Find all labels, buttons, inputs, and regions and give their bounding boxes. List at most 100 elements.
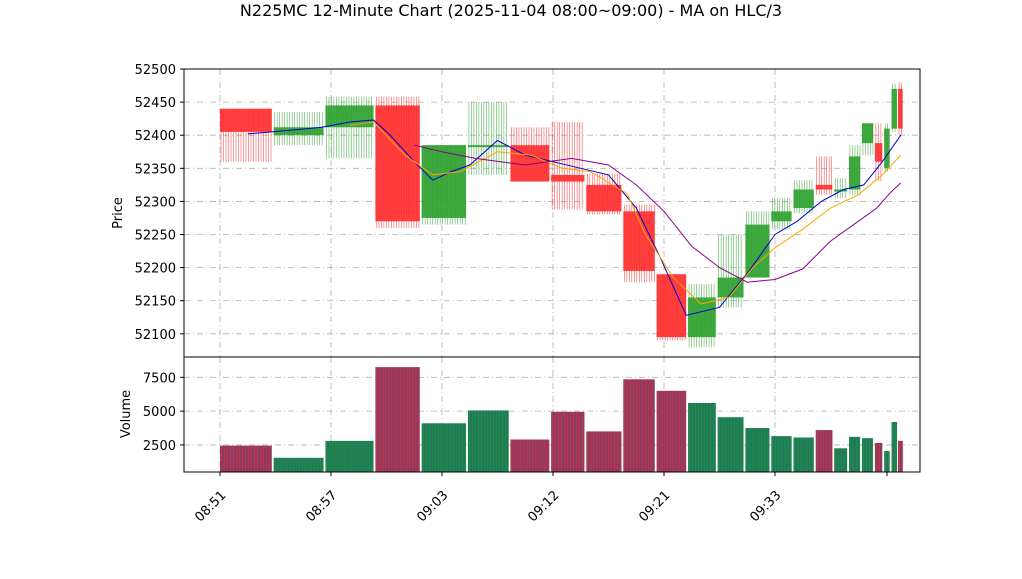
volume-bar-fill xyxy=(849,436,861,472)
volume-bar-fill xyxy=(834,448,848,472)
volume-bar-fill xyxy=(884,451,890,472)
price-panel: 52100 52150 52200 52250 52300 52350 52400 52450… xyxy=(135,63,921,358)
volume-tick-label: 7500 xyxy=(143,371,176,386)
candle xyxy=(551,121,585,210)
candle-body xyxy=(815,184,833,190)
x-tick-label: 09:03 xyxy=(414,488,451,525)
volume-bar-fill xyxy=(717,417,744,472)
candle xyxy=(898,82,903,136)
candle xyxy=(874,123,883,182)
volume-panel-frame xyxy=(183,356,921,473)
candle xyxy=(815,156,833,195)
candle xyxy=(884,123,890,172)
volume-bar-fill xyxy=(891,421,898,472)
price-tick-label: 52350 xyxy=(135,162,176,177)
candle-body xyxy=(849,156,861,190)
volume-bar xyxy=(771,436,792,472)
candle-body xyxy=(891,88,898,129)
volume-bar xyxy=(874,442,883,472)
candle-body xyxy=(467,145,509,148)
volume-bar xyxy=(551,411,585,472)
x-tick-label: 08:51 xyxy=(192,488,229,525)
volume-bar xyxy=(467,410,509,472)
volume-bar xyxy=(834,448,848,472)
candle xyxy=(220,108,272,162)
volume-bar xyxy=(273,457,324,472)
moving-average-line xyxy=(414,144,902,283)
volume-tick-label: 2500 xyxy=(143,439,176,454)
x-tick-label: 09:21 xyxy=(636,488,673,525)
volume-tick-label: 5000 xyxy=(143,405,176,420)
x-tick-label: 08:57 xyxy=(303,488,340,525)
price-tick-label: 52400 xyxy=(135,129,176,144)
x-tick-label: 09:12 xyxy=(525,488,562,525)
volume-bar xyxy=(220,445,272,472)
price-tick-label: 52150 xyxy=(135,295,176,310)
volume-bar xyxy=(891,421,898,472)
moving-average-line xyxy=(349,121,902,305)
candle-body xyxy=(771,211,792,222)
candle xyxy=(834,178,848,199)
candle xyxy=(656,274,687,341)
candle xyxy=(891,83,898,132)
volume-bar xyxy=(623,379,655,472)
volume-bar xyxy=(884,451,890,472)
volume-bar xyxy=(861,438,874,472)
candle xyxy=(861,123,874,156)
price-axis-label: Price xyxy=(111,197,126,229)
price-tick-label: 52300 xyxy=(135,195,176,210)
candle-body xyxy=(551,174,585,182)
volume-bar-fill xyxy=(745,428,770,472)
price-tick-label: 52450 xyxy=(135,96,176,111)
volume-bar xyxy=(745,428,770,472)
volume-bar xyxy=(375,367,420,472)
volume-bar xyxy=(510,439,550,472)
volume-bar-fill xyxy=(861,438,874,472)
candle-body xyxy=(884,128,890,169)
candle xyxy=(688,284,716,348)
candle-body xyxy=(898,88,903,129)
candle-body xyxy=(745,224,770,278)
volume-bar xyxy=(325,440,374,472)
candle xyxy=(771,198,792,230)
candle xyxy=(793,180,814,214)
candle-body xyxy=(861,123,874,144)
volume-bar-fill xyxy=(325,440,374,472)
candle xyxy=(623,204,655,283)
candle xyxy=(745,211,770,278)
x-tick-label: 09:33 xyxy=(747,488,784,525)
volume-bar xyxy=(793,437,814,472)
candle xyxy=(421,145,467,225)
price-tick-label: 52100 xyxy=(135,328,176,343)
candle-body xyxy=(793,189,814,209)
candle-body xyxy=(273,127,324,136)
candle-body xyxy=(874,143,883,162)
volume-panel: 2500 5000 7500 08:51 08:57 09:03 09:12 09:21 09:… xyxy=(143,356,921,525)
chart-title: N225MC 12-Minute Chart (2025-11-04 08:00… xyxy=(240,1,782,20)
volume-bar-fill xyxy=(623,379,655,472)
volume-bar xyxy=(849,436,861,472)
candle-body xyxy=(375,105,420,222)
volume-bar xyxy=(688,403,716,472)
volume-bar-fill xyxy=(874,442,883,472)
volume-bar-fill xyxy=(898,440,903,472)
candle xyxy=(325,96,374,159)
price-tick-label: 52500 xyxy=(135,63,176,78)
candle xyxy=(375,96,420,228)
volume-bar-fill xyxy=(586,431,622,472)
candle xyxy=(273,112,324,146)
candle-body xyxy=(421,145,467,218)
volume-bar-fill xyxy=(656,390,687,472)
candle-body xyxy=(586,184,622,212)
volume-bar-fill xyxy=(467,410,509,472)
volume-bar xyxy=(815,430,833,472)
price-tick-label: 52200 xyxy=(135,262,176,277)
volume-bar-fill xyxy=(815,430,833,472)
candle-body xyxy=(717,277,744,298)
price-tick-label: 52250 xyxy=(135,229,176,244)
candle xyxy=(510,127,550,182)
candle xyxy=(717,234,744,308)
volume-bar xyxy=(717,417,744,472)
